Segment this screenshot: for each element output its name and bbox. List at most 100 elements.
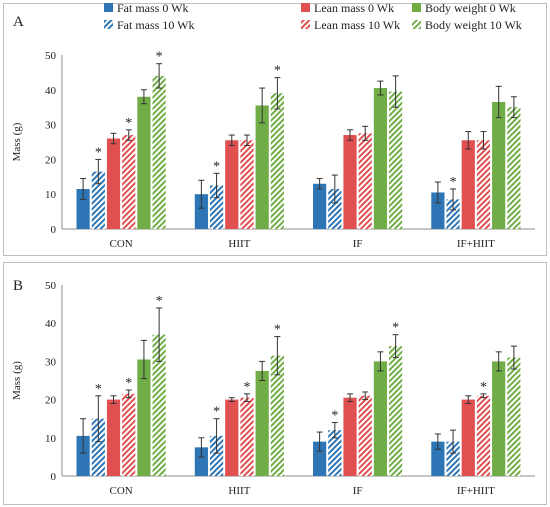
bar-fat-mass-0-wk-if [313, 441, 327, 476]
significance-star-fat-mass-10-wk-hiit: * [213, 159, 220, 174]
bar-body-weight-10-wk-if-hiit [507, 357, 521, 476]
bar-lean-mass-10-wk-if-hiit [476, 140, 491, 229]
bar-lean-mass-0-wk-con [106, 138, 121, 229]
bar-body-weight-0-wk-hiit [255, 370, 269, 476]
bar-body-weight-0-wk-if-hiit [492, 361, 506, 476]
legend-label-fat-mass-10-wk: Fat mass 10 Wk [117, 18, 194, 32]
bar-body-weight-10-wk-con [152, 334, 166, 476]
legend-label-body-weight-10-wk: Body weight 10 Wk [425, 18, 522, 32]
y-axis-label: Mass (g) [11, 122, 23, 161]
bar-lean-mass-10-wk-hiit [240, 140, 254, 229]
significance-star-lean-mass-10-wk-hiit: * [243, 380, 250, 395]
bar-fat-mass-10-wk-hiit [209, 435, 224, 476]
y-tick-label: 10 [45, 189, 57, 201]
bar-body-weight-0-wk-con [137, 96, 151, 229]
bar-fat-mass-10-wk-if-hiit [446, 441, 460, 476]
y-tick-label: 10 [45, 433, 57, 445]
bar-fat-mass-10-wk-hiit [209, 185, 224, 229]
x-tick-label-con: CON [110, 238, 133, 250]
y-tick-label: 20 [45, 154, 57, 166]
bar-fat-mass-10-wk-con [91, 418, 105, 476]
bar-body-weight-0-wk-hiit [255, 105, 269, 229]
bar-lean-mass-0-wk-if [343, 397, 357, 476]
bar-body-weight-0-wk-if [373, 361, 388, 476]
bar-body-weight-10-wk-hiit [270, 355, 284, 476]
y-tick-label: 30 [45, 356, 57, 368]
bar-lean-mass-0-wk-if [343, 135, 357, 229]
bar-lean-mass-0-wk-if-hiit [461, 399, 475, 476]
panel-a-chart: A Mass (g) 0 10 20 30 40 50 * * * CON * * HIIT IF * IF+HI… [11, 14, 535, 250]
bar-body-weight-10-wk-if [389, 91, 403, 229]
x-tick-label-hiit: HIIT [228, 238, 250, 250]
panel-letter: B [13, 278, 23, 294]
bar-lean-mass-0-wk-if-hiit [461, 140, 475, 229]
bar-fat-mass-0-wk-hiit [194, 194, 208, 229]
x-tick-label-if-hiit: IF+HIIT [457, 485, 495, 497]
y-axis-label: Mass (g) [11, 361, 23, 400]
significance-star-fat-mass-10-wk-con: * [95, 382, 102, 397]
y-tick-label: 40 [45, 318, 57, 330]
bar-lean-mass-10-wk-if-hiit [476, 395, 491, 476]
bar-fat-mass-10-wk-if [328, 188, 342, 229]
bar-lean-mass-10-wk-if [358, 395, 372, 476]
significance-star-body-weight-10-wk-con: * [156, 294, 163, 309]
y-tick-label: 40 [45, 85, 57, 97]
significance-star-body-weight-10-wk-con: * [156, 50, 163, 65]
x-tick-label-con: CON [110, 485, 133, 497]
bar-body-weight-0-wk-con [137, 359, 151, 476]
bar-fat-mass-10-wk-if-hiit [446, 199, 460, 229]
legend-label-lean-mass-10-wk: Lean mass 10 Wk [314, 18, 400, 32]
significance-star-fat-mass-10-wk-if: * [331, 409, 338, 424]
bar-lean-mass-0-wk-hiit [225, 399, 239, 476]
y-tick-label: 50 [45, 50, 57, 62]
bar-body-weight-10-wk-hiit [270, 93, 284, 229]
bar-fat-mass-0-wk-con [76, 435, 90, 476]
bar-body-weight-10-wk-con [152, 75, 166, 229]
bar-body-weight-10-wk-if-hiit [507, 107, 521, 229]
y-tick-label: 0 [51, 471, 57, 483]
x-tick-label-if: IF [353, 238, 363, 250]
significance-star-body-weight-10-wk-hiit: * [274, 323, 281, 338]
legend-swatch-fat-mass-0-wk [104, 3, 113, 12]
y-tick-label: 50 [45, 280, 57, 292]
legend-swatch-fat-mass-10-wk [104, 20, 113, 29]
legend-swatch-body-weight-0-wk [412, 3, 421, 12]
panel-b-chart: B Mass (g) 0 10 20 30 40 50 * * * CON * * * HIIT * * IF * IF… [11, 278, 535, 497]
significance-star-fat-mass-10-wk-if-hiit: * [450, 175, 457, 190]
legend-swatch-lean-mass-0-wk [301, 3, 310, 12]
significance-star-lean-mass-10-wk-con: * [125, 376, 132, 391]
significance-star-fat-mass-10-wk-hiit: * [213, 405, 220, 420]
bar-fat-mass-0-wk-hiit [194, 447, 208, 476]
legend-label-body-weight-0-wk: Body weight 0 Wk [425, 1, 516, 15]
bar-lean-mass-10-wk-hiit [240, 397, 254, 476]
bar-fat-mass-0-wk-con [76, 188, 90, 229]
legend-swatch-body-weight-10-wk [412, 20, 421, 29]
x-tick-label-hiit: HIIT [228, 485, 250, 497]
panel-letter: A [13, 14, 24, 30]
bar-lean-mass-10-wk-if [358, 133, 372, 229]
bar-lean-mass-10-wk-con [122, 135, 136, 229]
legend-label-lean-mass-0-wk: Lean mass 0 Wk [314, 1, 394, 15]
significance-star-fat-mass-10-wk-con: * [95, 145, 102, 160]
bar-lean-mass-10-wk-con [122, 393, 136, 476]
significance-star-lean-mass-10-wk-if-hiit: * [480, 380, 487, 395]
bar-lean-mass-0-wk-con [106, 399, 121, 476]
bar-fat-mass-10-wk-if [328, 430, 342, 476]
legend-label-fat-mass-0-wk: Fat mass 0 Wk [117, 1, 188, 15]
legend-swatch-lean-mass-10-wk [301, 20, 310, 29]
bar-fat-mass-0-wk-if [313, 183, 327, 229]
bar-body-weight-10-wk-if [389, 346, 403, 476]
legend: Fat mass 0 Wk Fat mass 10 Wk Lean mass 0 W… [104, 1, 522, 32]
bar-fat-mass-10-wk-con [91, 171, 105, 229]
bar-body-weight-0-wk-if-hiit [492, 101, 506, 229]
bar-fat-mass-0-wk-if-hiit [431, 441, 445, 476]
x-tick-label-if-hiit: IF+HIIT [457, 238, 495, 250]
bar-body-weight-0-wk-if [373, 88, 388, 229]
bar-lean-mass-0-wk-hiit [225, 140, 239, 229]
significance-star-body-weight-10-wk-if: * [392, 321, 399, 336]
y-tick-label: 30 [45, 120, 57, 132]
y-tick-label: 20 [45, 395, 57, 407]
y-tick-label: 0 [51, 224, 57, 236]
